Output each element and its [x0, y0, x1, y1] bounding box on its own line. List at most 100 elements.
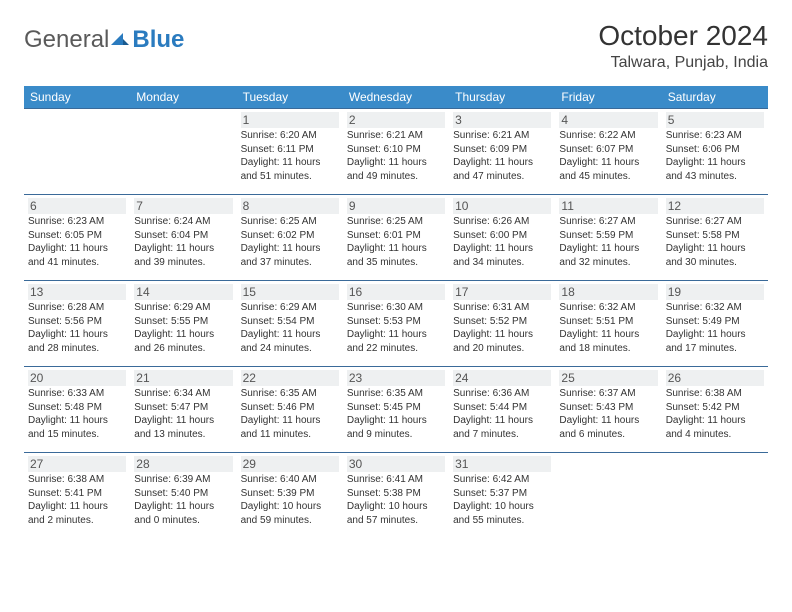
day-info: Sunrise: 6:39 AMSunset: 5:40 PMDaylight:…: [134, 473, 232, 527]
day-number: 18: [559, 284, 657, 300]
day-info: Sunrise: 6:31 AMSunset: 5:52 PMDaylight:…: [453, 301, 551, 355]
calendar-cell: 1Sunrise: 6:20 AMSunset: 6:11 PMDaylight…: [237, 109, 343, 195]
calendar-week-row: 20Sunrise: 6:33 AMSunset: 5:48 PMDayligh…: [24, 367, 768, 453]
calendar-cell: 30Sunrise: 6:41 AMSunset: 5:38 PMDayligh…: [343, 453, 449, 539]
day-number: 2: [347, 112, 445, 128]
day-info: Sunrise: 6:24 AMSunset: 6:04 PMDaylight:…: [134, 215, 232, 269]
day-info: Sunrise: 6:29 AMSunset: 5:55 PMDaylight:…: [134, 301, 232, 355]
day-number: 3: [453, 112, 551, 128]
day-info: Sunrise: 6:30 AMSunset: 5:53 PMDaylight:…: [347, 301, 445, 355]
calendar-cell-empty: [662, 453, 768, 539]
day-info: Sunrise: 6:38 AMSunset: 5:41 PMDaylight:…: [28, 473, 126, 527]
logo: General Blue: [24, 26, 184, 54]
calendar-cell: 10Sunrise: 6:26 AMSunset: 6:00 PMDayligh…: [449, 195, 555, 281]
calendar-cell: 6Sunrise: 6:23 AMSunset: 6:05 PMDaylight…: [24, 195, 130, 281]
day-number: 21: [134, 370, 232, 386]
day-info: Sunrise: 6:35 AMSunset: 5:46 PMDaylight:…: [241, 387, 339, 441]
calendar-cell: 2Sunrise: 6:21 AMSunset: 6:10 PMDaylight…: [343, 109, 449, 195]
day-info: Sunrise: 6:21 AMSunset: 6:09 PMDaylight:…: [453, 129, 551, 183]
calendar-cell: 28Sunrise: 6:39 AMSunset: 5:40 PMDayligh…: [130, 453, 236, 539]
day-number: 29: [241, 456, 339, 472]
day-info: Sunrise: 6:28 AMSunset: 5:56 PMDaylight:…: [28, 301, 126, 355]
calendar-cell: 11Sunrise: 6:27 AMSunset: 5:59 PMDayligh…: [555, 195, 661, 281]
calendar-cell: 26Sunrise: 6:38 AMSunset: 5:42 PMDayligh…: [662, 367, 768, 453]
day-info: Sunrise: 6:32 AMSunset: 5:49 PMDaylight:…: [666, 301, 764, 355]
calendar-week-row: 6Sunrise: 6:23 AMSunset: 6:05 PMDaylight…: [24, 195, 768, 281]
calendar-cell: 25Sunrise: 6:37 AMSunset: 5:43 PMDayligh…: [555, 367, 661, 453]
day-number: 19: [666, 284, 764, 300]
day-number: 6: [28, 198, 126, 214]
day-info: Sunrise: 6:27 AMSunset: 5:59 PMDaylight:…: [559, 215, 657, 269]
location-text: Talwara, Punjab, India: [598, 54, 768, 72]
day-number: 9: [347, 198, 445, 214]
calendar-cell: 9Sunrise: 6:25 AMSunset: 6:01 PMDaylight…: [343, 195, 449, 281]
day-number: 5: [666, 112, 764, 128]
day-number: 26: [666, 370, 764, 386]
weekday-header: Thursday: [449, 86, 555, 109]
calendar-week-row: 27Sunrise: 6:38 AMSunset: 5:41 PMDayligh…: [24, 453, 768, 539]
day-number: 13: [28, 284, 126, 300]
day-info: Sunrise: 6:38 AMSunset: 5:42 PMDaylight:…: [666, 387, 764, 441]
day-info: Sunrise: 6:34 AMSunset: 5:47 PMDaylight:…: [134, 387, 232, 441]
weekday-header: Wednesday: [343, 86, 449, 109]
calendar-cell: 18Sunrise: 6:32 AMSunset: 5:51 PMDayligh…: [555, 281, 661, 367]
day-number: 17: [453, 284, 551, 300]
weekdays-row: SundayMondayTuesdayWednesdayThursdayFrid…: [24, 86, 768, 109]
weekday-header: Tuesday: [237, 86, 343, 109]
day-number: 16: [347, 284, 445, 300]
calendar-cell: 23Sunrise: 6:35 AMSunset: 5:45 PMDayligh…: [343, 367, 449, 453]
day-info: Sunrise: 6:20 AMSunset: 6:11 PMDaylight:…: [241, 129, 339, 183]
weekday-header: Saturday: [662, 86, 768, 109]
calendar-cell: 31Sunrise: 6:42 AMSunset: 5:37 PMDayligh…: [449, 453, 555, 539]
day-number: 31: [453, 456, 551, 472]
day-number: 24: [453, 370, 551, 386]
logo-text-blue: Blue: [132, 26, 184, 54]
day-info: Sunrise: 6:37 AMSunset: 5:43 PMDaylight:…: [559, 387, 657, 441]
day-info: Sunrise: 6:26 AMSunset: 6:00 PMDaylight:…: [453, 215, 551, 269]
day-info: Sunrise: 6:36 AMSunset: 5:44 PMDaylight:…: [453, 387, 551, 441]
calendar-table: SundayMondayTuesdayWednesdayThursdayFrid…: [24, 86, 768, 539]
day-info: Sunrise: 6:22 AMSunset: 6:07 PMDaylight:…: [559, 129, 657, 183]
calendar-cell-empty: [130, 109, 236, 195]
day-number: 25: [559, 370, 657, 386]
calendar-cell: 27Sunrise: 6:38 AMSunset: 5:41 PMDayligh…: [24, 453, 130, 539]
day-info: Sunrise: 6:25 AMSunset: 6:02 PMDaylight:…: [241, 215, 339, 269]
calendar-cell: 17Sunrise: 6:31 AMSunset: 5:52 PMDayligh…: [449, 281, 555, 367]
calendar-cell: 12Sunrise: 6:27 AMSunset: 5:58 PMDayligh…: [662, 195, 768, 281]
weekday-header: Monday: [130, 86, 236, 109]
day-number: 8: [241, 198, 339, 214]
day-info: Sunrise: 6:33 AMSunset: 5:48 PMDaylight:…: [28, 387, 126, 441]
calendar-cell: 16Sunrise: 6:30 AMSunset: 5:53 PMDayligh…: [343, 281, 449, 367]
day-info: Sunrise: 6:25 AMSunset: 6:01 PMDaylight:…: [347, 215, 445, 269]
title-block: October 2024 Talwara, Punjab, India: [598, 20, 768, 72]
logo-triangle-icon: [110, 28, 130, 48]
day-number: 28: [134, 456, 232, 472]
calendar-cell: 13Sunrise: 6:28 AMSunset: 5:56 PMDayligh…: [24, 281, 130, 367]
day-number: 27: [28, 456, 126, 472]
day-info: Sunrise: 6:27 AMSunset: 5:58 PMDaylight:…: [666, 215, 764, 269]
calendar-cell: 4Sunrise: 6:22 AMSunset: 6:07 PMDaylight…: [555, 109, 661, 195]
day-number: 11: [559, 198, 657, 214]
calendar-cell: 20Sunrise: 6:33 AMSunset: 5:48 PMDayligh…: [24, 367, 130, 453]
calendar-page: General Blue October 2024 Talwara, Punja…: [0, 0, 792, 559]
calendar-cell: 22Sunrise: 6:35 AMSunset: 5:46 PMDayligh…: [237, 367, 343, 453]
calendar-cell-empty: [555, 453, 661, 539]
day-info: Sunrise: 6:35 AMSunset: 5:45 PMDaylight:…: [347, 387, 445, 441]
calendar-cell: 24Sunrise: 6:36 AMSunset: 5:44 PMDayligh…: [449, 367, 555, 453]
day-number: 23: [347, 370, 445, 386]
day-number: 30: [347, 456, 445, 472]
calendar-cell: 14Sunrise: 6:29 AMSunset: 5:55 PMDayligh…: [130, 281, 236, 367]
day-number: 7: [134, 198, 232, 214]
logo-text-general: General: [24, 26, 109, 54]
calendar-cell: 3Sunrise: 6:21 AMSunset: 6:09 PMDaylight…: [449, 109, 555, 195]
calendar-body: 1Sunrise: 6:20 AMSunset: 6:11 PMDaylight…: [24, 109, 768, 539]
calendar-cell-empty: [24, 109, 130, 195]
calendar-cell: 7Sunrise: 6:24 AMSunset: 6:04 PMDaylight…: [130, 195, 236, 281]
calendar-cell: 19Sunrise: 6:32 AMSunset: 5:49 PMDayligh…: [662, 281, 768, 367]
day-number: 4: [559, 112, 657, 128]
day-info: Sunrise: 6:29 AMSunset: 5:54 PMDaylight:…: [241, 301, 339, 355]
day-number: 12: [666, 198, 764, 214]
calendar-cell: 5Sunrise: 6:23 AMSunset: 6:06 PMDaylight…: [662, 109, 768, 195]
header: General Blue October 2024 Talwara, Punja…: [24, 20, 768, 72]
day-number: 22: [241, 370, 339, 386]
